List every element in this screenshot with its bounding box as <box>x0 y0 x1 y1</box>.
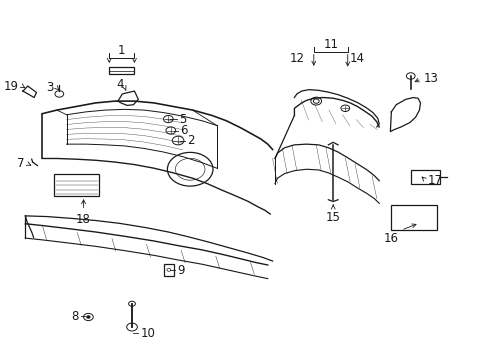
Circle shape <box>87 316 90 318</box>
Text: 2: 2 <box>187 134 194 147</box>
Text: 19: 19 <box>4 80 19 93</box>
Text: 11: 11 <box>323 38 338 51</box>
Text: 17: 17 <box>427 174 442 187</box>
Bar <box>163 264 174 276</box>
Text: 13: 13 <box>423 72 438 85</box>
Text: 1: 1 <box>118 44 125 57</box>
Text: 3: 3 <box>46 81 53 94</box>
Text: 5: 5 <box>179 113 186 126</box>
Text: 8: 8 <box>71 310 79 323</box>
Text: 7: 7 <box>17 157 24 170</box>
Text: 10: 10 <box>140 327 155 339</box>
Text: 4: 4 <box>116 78 123 91</box>
Text: 15: 15 <box>325 211 340 224</box>
Text: 14: 14 <box>349 51 365 64</box>
Bar <box>109 67 134 74</box>
Text: 12: 12 <box>289 51 305 64</box>
Text: 9: 9 <box>177 264 185 276</box>
Text: 16: 16 <box>383 232 398 245</box>
Bar <box>390 205 436 230</box>
Text: 18: 18 <box>76 213 91 226</box>
Bar <box>410 170 439 184</box>
Text: 6: 6 <box>180 124 187 137</box>
Bar <box>54 174 99 196</box>
Polygon shape <box>23 86 37 98</box>
